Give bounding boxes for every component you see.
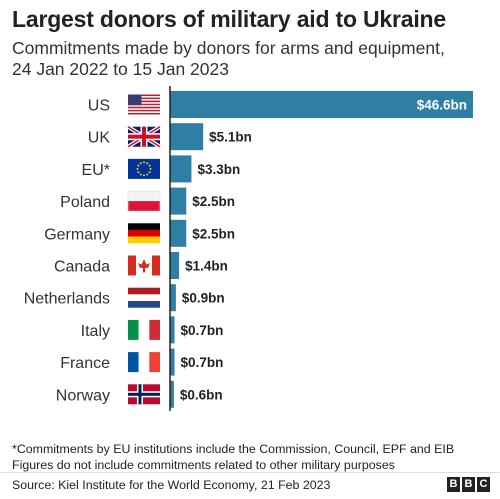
norway-flag-icon — [128, 384, 160, 405]
chart-title: Largest donors of military aid to Ukrain… — [12, 6, 446, 32]
footnote-line-1: *Commitments by EU institutions include … — [12, 442, 455, 456]
uk-flag-icon — [126, 125, 162, 149]
bar — [170, 380, 174, 408]
value-label: $46.6bn — [417, 98, 467, 113]
bar — [170, 252, 180, 279]
footnote-line-2: Figures do not include commitments relat… — [12, 458, 395, 472]
netherlands-flag-icon — [128, 287, 160, 308]
category-label: Poland — [60, 194, 110, 211]
category-label: UK — [88, 130, 111, 147]
bar — [170, 316, 175, 344]
value-label: $2.5bn — [192, 226, 235, 241]
france-flag-icon — [128, 352, 160, 373]
subtitle-line-1: Commitments made by donors for arms and … — [12, 38, 445, 58]
bar — [170, 91, 473, 118]
bar — [170, 155, 192, 183]
category-label: EU* — [82, 162, 110, 179]
value-label: $0.6bn — [180, 387, 223, 402]
category-label: Italy — [81, 323, 110, 340]
category-label: Canada — [54, 259, 110, 276]
value-label: $3.3bn — [197, 162, 240, 177]
category-label: US — [88, 98, 110, 115]
bar — [170, 219, 187, 247]
germany-flag-icon — [128, 223, 160, 244]
us-flag-icon — [128, 94, 160, 115]
bar — [170, 123, 204, 151]
subtitle-line-2: 24 Jan 2022 to 15 Jan 2023 — [12, 59, 229, 79]
value-label: $0.7bn — [181, 355, 224, 370]
logo-letter: C — [477, 477, 490, 492]
footer-divider — [0, 472, 500, 473]
footnote: *Commitments by EU institutions include … — [12, 441, 492, 473]
bar-chart: US $46.6bn UK $5.1bn EU* $3.3bn Poland $2.5bn Ge… — [24, 86, 473, 411]
value-label: $2.5bn — [192, 194, 235, 209]
eu-flag-icon — [128, 158, 160, 179]
logo-letter: B — [447, 477, 460, 492]
chart-subtitle: Commitments made by donors for arms and … — [12, 38, 497, 80]
value-label: $0.7bn — [181, 323, 224, 338]
category-label: Netherlands — [24, 291, 110, 308]
value-label: $5.1bn — [209, 130, 252, 145]
category-label: France — [60, 355, 110, 372]
category-label: Germany — [44, 226, 110, 243]
italy-flag-icon — [128, 319, 160, 340]
source-note: Source: Kiel Institute for the World Eco… — [12, 478, 331, 492]
category-label: Norway — [56, 387, 110, 404]
bar — [170, 187, 187, 215]
canada-flag-icon — [128, 255, 160, 276]
value-label: $0.9bn — [182, 291, 225, 306]
value-label: $1.4bn — [185, 259, 228, 274]
bbc-logo: B B C — [447, 477, 490, 492]
logo-letter: B — [462, 477, 475, 492]
poland-flag-icon — [127, 190, 161, 212]
bar — [170, 348, 175, 376]
bar — [170, 284, 176, 312]
